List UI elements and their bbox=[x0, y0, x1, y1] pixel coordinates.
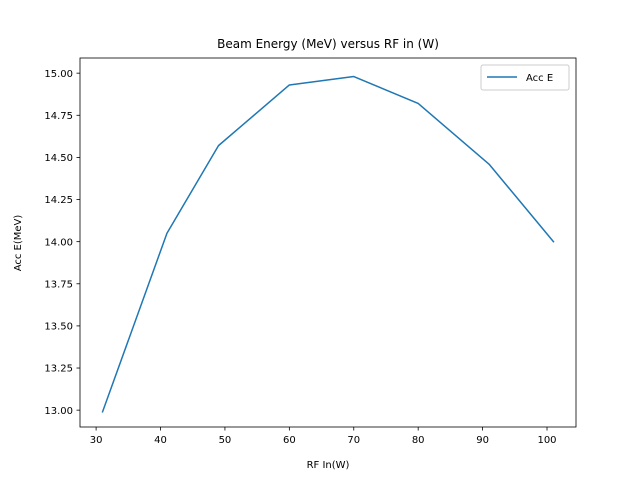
axes: 30 40 50 60 70 80 90 100 13.00 13.25 13.50 13.75 14.… bbox=[44, 57, 577, 446]
y-tick-label: 14.00 bbox=[44, 237, 73, 248]
x-tick-label: 30 bbox=[90, 435, 103, 446]
series-line-0 bbox=[101, 75, 555, 413]
y-tick-label: 13.50 bbox=[44, 322, 73, 333]
y-tick-label: 14.75 bbox=[44, 111, 73, 122]
y-tick-label: 13.00 bbox=[44, 406, 73, 417]
y-tick-label: 13.75 bbox=[44, 279, 73, 290]
y-tick-label: 14.25 bbox=[44, 195, 73, 206]
x-tick-label: 70 bbox=[347, 435, 360, 446]
legend: Acc E bbox=[480, 64, 570, 91]
x-tick-label: 60 bbox=[283, 435, 296, 446]
plot-area bbox=[101, 75, 555, 413]
legend-label: Acc E bbox=[526, 73, 553, 84]
x-tick-label: 40 bbox=[154, 435, 167, 446]
chart-title: Beam Energy (MeV) versus RF in (W) bbox=[217, 37, 439, 51]
x-tick-label: 100 bbox=[537, 435, 556, 446]
y-tick-label: 14.50 bbox=[44, 153, 73, 164]
x-axis-label: RF In(W) bbox=[307, 460, 350, 471]
x-tick-label: 90 bbox=[476, 435, 489, 446]
y-axis-label: Acc E(MeV) bbox=[13, 215, 24, 272]
axes-frame bbox=[79, 57, 577, 428]
y-tick-label: 13.25 bbox=[44, 364, 73, 375]
x-tick-label: 50 bbox=[219, 435, 232, 446]
y-tick-label: 15.00 bbox=[44, 69, 73, 80]
legend-frame bbox=[480, 64, 570, 91]
x-tick-label: 80 bbox=[412, 435, 425, 446]
